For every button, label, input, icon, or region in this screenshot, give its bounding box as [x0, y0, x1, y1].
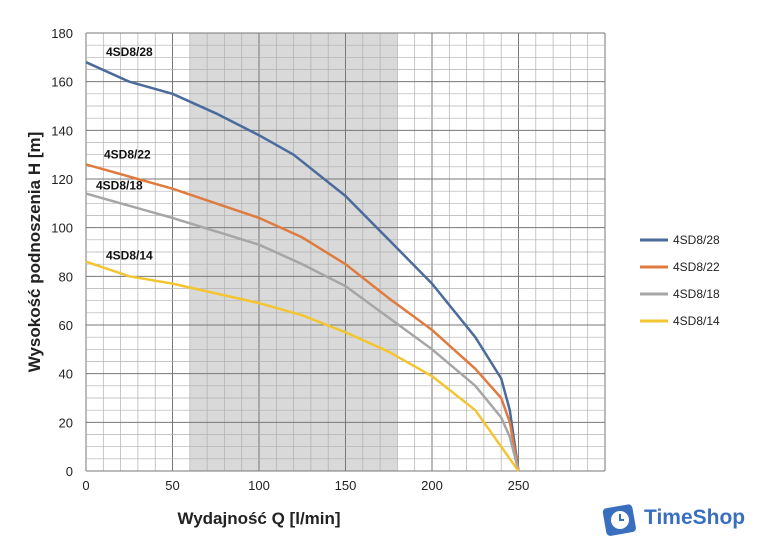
y-tick-label: 80 [59, 269, 73, 284]
legend-label: 4SD8/18 [673, 287, 720, 301]
series-line-4SD8-18 [85, 192, 520, 472]
x-tick-label: 250 [508, 478, 530, 493]
series-label: 4SD8/22 [104, 147, 151, 161]
series-label: 4SD8/14 [106, 249, 153, 263]
legend-label: 4SD8/22 [673, 260, 720, 274]
series-label: 4SD8/18 [96, 179, 143, 193]
series-line-4SD8-22 [85, 163, 520, 472]
y-tick-label: 60 [59, 318, 73, 333]
logo-text: TimeShop [644, 506, 746, 529]
timeshop-logo: TimeShop [600, 498, 745, 538]
y-tick-label: 180 [51, 26, 73, 41]
y-tick-label: 160 [51, 75, 73, 90]
x-tick-label: 200 [421, 478, 443, 493]
y-tick-label: 140 [51, 123, 73, 138]
y-tick-label: 0 [66, 464, 73, 479]
y-axis-label: Wysokość podnoszenia H [m] [25, 132, 44, 373]
clock-bag-icon [602, 504, 636, 536]
y-tick-label: 120 [51, 172, 73, 187]
x-axis-label: Wydajność Q [l/min] [177, 509, 340, 528]
y-tick-label: 100 [51, 221, 73, 236]
x-tick-label: 0 [82, 478, 89, 493]
legend-label: 4SD8/14 [673, 314, 720, 328]
y-tick-label: 20 [59, 415, 73, 430]
y-tick-label: 40 [59, 367, 73, 382]
x-tick-label: 150 [335, 478, 357, 493]
legend-label: 4SD8/28 [673, 233, 720, 247]
series-line-4SD8-14 [85, 260, 520, 472]
series-line-4SD8-28 [85, 61, 520, 472]
x-tick-label: 50 [165, 478, 179, 493]
x-tick-label: 100 [248, 478, 270, 493]
series-label: 4SD8/28 [106, 45, 153, 59]
